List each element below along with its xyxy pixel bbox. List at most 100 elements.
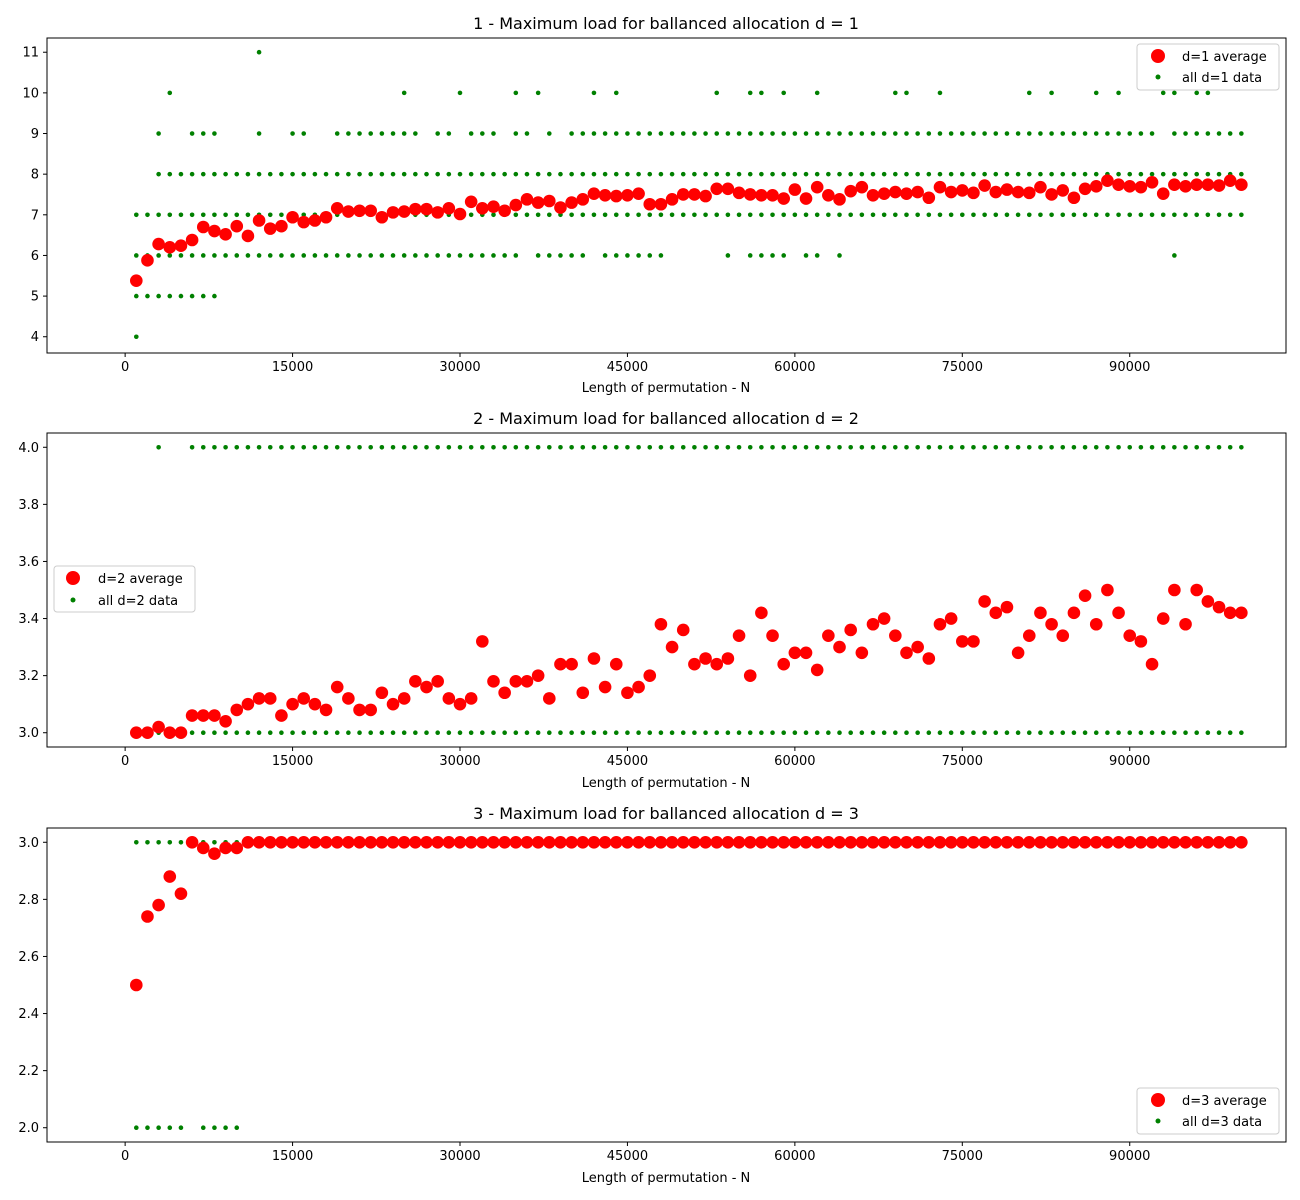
subplot-1-all-data-point [145,212,150,218]
subplot-2-all-data-point [1071,730,1077,736]
subplot-1-all-data-point [625,253,630,258]
subplot-3-title: 3 - Maximum load for ballanced allocatio… [473,804,859,823]
subplot-2-all-data-point [1227,730,1233,736]
subplot-1-average-point [386,206,400,219]
subplot-2-all-data-point [747,730,753,736]
subplot-1-all-data-point [212,171,217,177]
subplot-3-average-point [1011,835,1025,849]
subplot-1-all-data-point [747,90,753,96]
subplot-1-all-data-point [234,212,240,218]
subplot-2-legend-average-label: d=2 average [98,572,183,587]
subplot-1-all-data-point [1038,171,1043,177]
subplot-3-average-point [565,835,578,849]
subplot-2-average-point [643,669,657,682]
subplot-2-all-data-point [424,730,429,736]
subplot-1-x-ticks: 0 15000 30000 45000 60000 75000 90000 [121,353,1150,375]
subplot-3-average-point [1112,835,1125,849]
subplot-1-average-point [788,183,802,196]
subplot-2-average-point [1190,583,1203,597]
subplot-3-y-tick-label: 2.6 [18,950,39,965]
subplot-1-all-data-point [1183,131,1188,136]
subplot-1-all-data-point [759,171,764,177]
subplot-1-all-data-point [1026,212,1032,218]
subplot-1-all-data-point [234,171,240,177]
subplot-1-all-data-point [792,131,798,136]
subplot-2-all-data-point [781,444,786,450]
subplot-1-all-data-point [1149,171,1155,177]
subplot-2-all-data-point [725,444,731,450]
subplot-3-average-point [721,835,735,849]
subplot-2-all-data-point [1082,444,1088,450]
subplot-3-y-tick-label: 2.8 [18,893,39,908]
subplot-1-all-data-point [1004,131,1010,136]
subplot-2-all-data-point [1138,730,1144,736]
subplot-3-average-point [933,835,947,849]
subplot-1-all-data-point [915,171,920,177]
subplot-1-all-data-point [134,253,139,258]
subplot-3-average-point [743,835,757,849]
subplot-3-average-point [297,835,311,849]
subplot-3-average-point [956,835,969,849]
subplot-1-all-data-point [580,131,586,136]
subplot-1-all-data-point [480,131,485,136]
subplot-2-average-point [1168,583,1181,597]
subplot-1-all-data-point [613,131,619,136]
subplot-1-all-data-point [926,171,932,177]
subplot-1-all-data-point [859,212,865,218]
subplot-1-all-data-point [826,212,831,218]
subplot-1-all-data-point [134,212,139,218]
subplot-1-all-data-point [625,212,630,218]
subplot-1-all-data-point [1239,171,1244,177]
subplot-1-all-data-point [1060,131,1066,136]
subplot-2: 2 - Maximum load for ballanced allocatio… [18,409,1287,791]
subplot-3-average-point [665,835,679,849]
subplot-2-average-point [219,715,232,728]
subplot-1-x-tick-label: 30000 [439,360,480,375]
subplot-1-all-data-point [893,90,898,96]
subplot-1-all-data-point [524,212,530,218]
subplot-1-all-data-point [1127,171,1133,177]
subplot-1-all-data-point [1105,131,1110,136]
subplot-2-all-data-point [267,444,273,450]
subplot-2-all-data-point [714,444,720,450]
subplot-1-all-data-point [223,253,228,258]
subplot-1-average-point [1011,185,1025,199]
subplot-1-all-data-point [1049,90,1054,96]
subplot-2-all-data-point [223,730,228,736]
subplot-1-all-data-point [747,212,753,218]
subplot-2-average-point [375,686,389,700]
subplot-1-all-data-point [301,131,307,136]
subplot-1-all-data-point [881,171,887,177]
subplot-2-x-tick-label: 30000 [439,754,480,769]
subplot-2-average-point [922,652,936,665]
subplot-2-all-data-point [569,730,574,736]
subplot-1-all-data-point [446,253,452,258]
subplot-3-average-point [1223,835,1237,849]
subplot-3-average-point [442,835,456,849]
subplot-1-all-data-point [212,253,217,258]
subplot-2-average-point [1078,589,1092,603]
subplot-2-all-data-point [513,730,519,736]
subplot-1-all-data-point [725,212,731,218]
subplot-1-all-data-point [1227,212,1233,218]
subplot-1-all-data-point [669,212,675,218]
subplot-1-all-data-point [736,212,742,218]
subplot-2-all-data-point [658,730,664,736]
subplot-1-all-data-point [770,131,775,136]
subplot-1-all-data-point [1093,171,1099,177]
subplot-2-all-data-point [279,444,284,450]
subplot-3-average-point [967,835,980,849]
subplot-1-average-point [933,180,947,194]
subplot-1-average-point [877,187,891,200]
subplot-1-average-point [565,196,578,209]
subplot-1-title: 1 - Maximum load for ballanced allocatio… [473,14,859,33]
subplot-2-average-point [799,646,813,660]
subplot-2-all-data-point [535,444,541,450]
subplot-3-average-point [911,835,924,849]
subplot-1-plot-frame [46,37,1287,354]
subplot-1-all-data-point [781,253,786,258]
subplot-1-all-data-point [692,131,697,136]
subplot-1-average-point [543,194,556,208]
subplot-3-average-point [1235,835,1248,849]
subplot-2-average-point [509,675,523,688]
